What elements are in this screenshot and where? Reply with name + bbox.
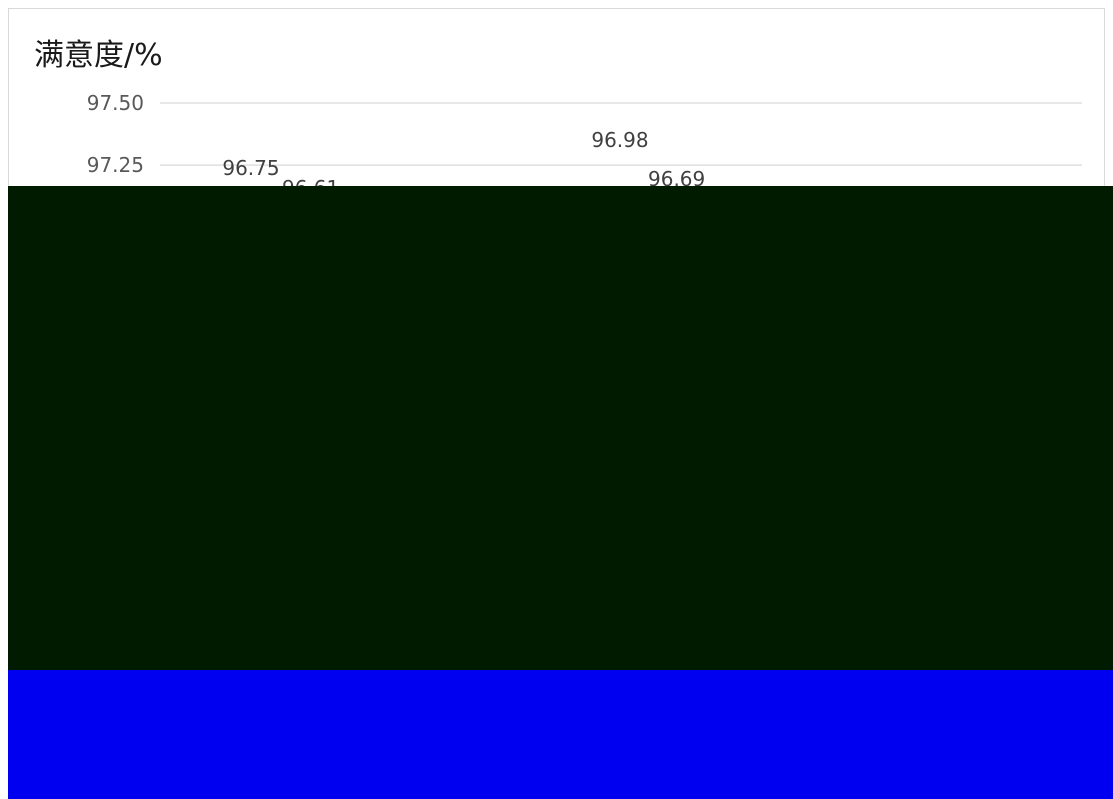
y-axis-title: 满意度/% (34, 38, 163, 73)
y-tick-label: 97.50 (87, 91, 144, 115)
data-label: 96.75 (222, 156, 279, 180)
obscured-region-top (8, 186, 1113, 670)
data-label: 96.98 (591, 128, 648, 152)
y-tick-label: 97.25 (87, 153, 144, 177)
obscured-region-bottom (8, 670, 1113, 799)
